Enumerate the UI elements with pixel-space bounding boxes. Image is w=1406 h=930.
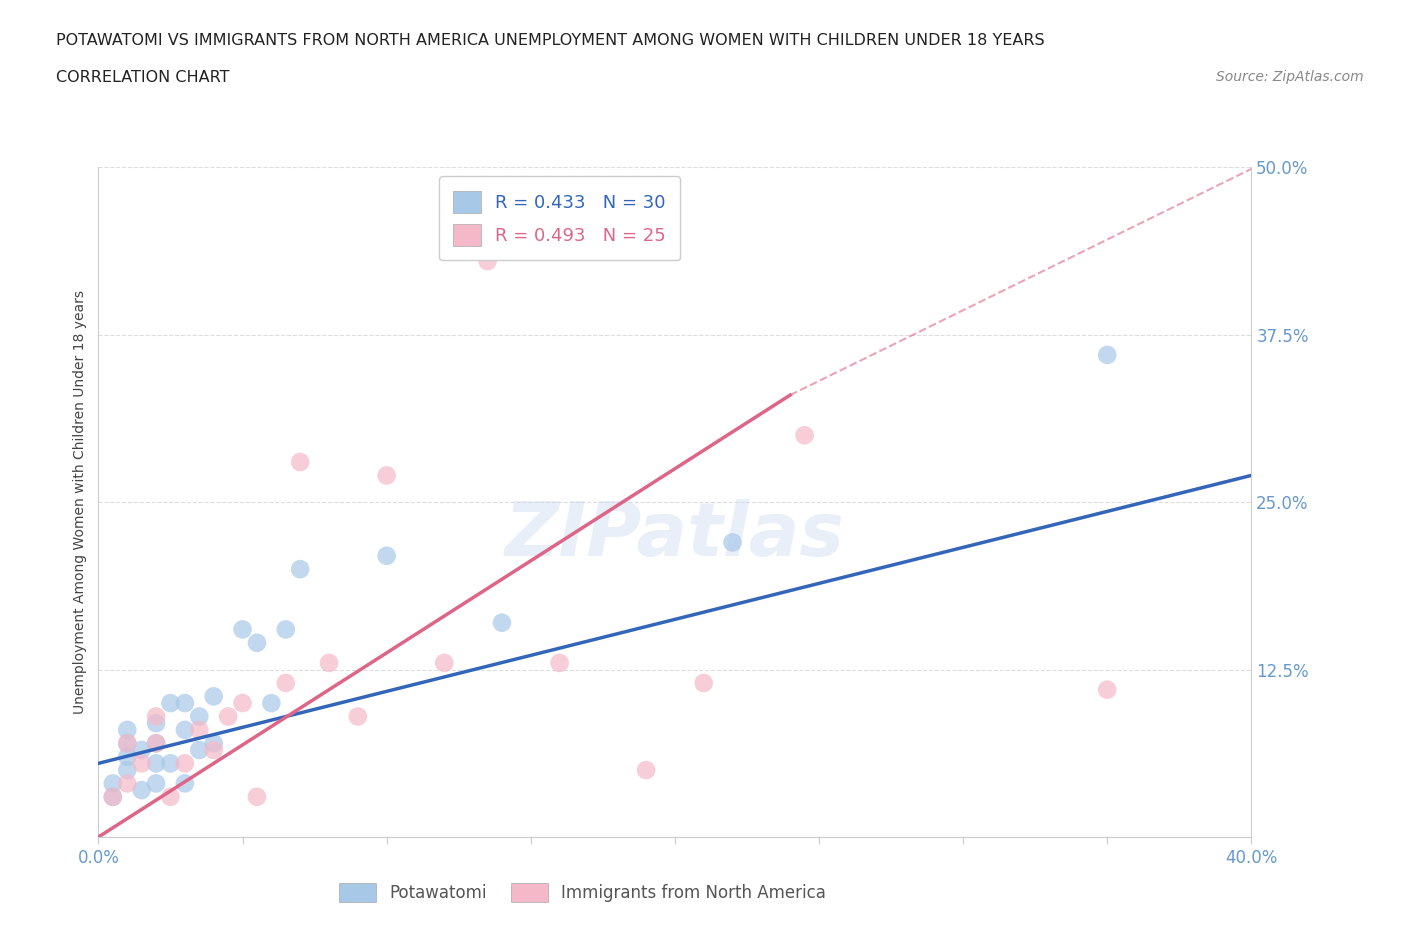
Point [159, 696, 181, 711]
Point [346, 709, 368, 724]
Text: POTAWATOMI VS IMMIGRANTS FROM NORTH AMERICA UNEMPLOYMENT AMONG WOMEN WITH CHILDR: POTAWATOMI VS IMMIGRANTS FROM NORTH AMER… [56, 33, 1045, 47]
Point [145, 736, 167, 751]
Point [145, 716, 167, 731]
Point [188, 723, 211, 737]
Text: Source: ZipAtlas.com: Source: ZipAtlas.com [1216, 70, 1364, 84]
Point [145, 709, 167, 724]
Point [188, 742, 211, 757]
Point [188, 709, 211, 724]
Point [101, 790, 124, 804]
Point [693, 675, 716, 690]
Point [491, 616, 513, 631]
Point [159, 756, 181, 771]
Point [217, 709, 239, 724]
Point [318, 656, 340, 671]
Point [721, 535, 744, 550]
Y-axis label: Unemployment Among Women with Children Under 18 years: Unemployment Among Women with Children U… [73, 290, 87, 714]
Point [433, 656, 456, 671]
Point [174, 723, 197, 737]
Point [131, 756, 153, 771]
Point [375, 468, 398, 483]
Point [145, 776, 167, 790]
Point [174, 696, 197, 711]
Point [246, 790, 269, 804]
Point [202, 736, 225, 751]
Point [290, 562, 312, 577]
Point [117, 750, 138, 764]
Legend: Potawatomi, Immigrants from North America: Potawatomi, Immigrants from North Americ… [332, 876, 832, 909]
Point [159, 790, 181, 804]
Point [1097, 348, 1119, 363]
Point [231, 622, 254, 637]
Point [260, 696, 283, 711]
Point [117, 776, 138, 790]
Point [548, 656, 571, 671]
Text: CORRELATION CHART: CORRELATION CHART [56, 70, 229, 85]
Point [202, 742, 225, 757]
Point [131, 783, 153, 798]
Point [117, 723, 138, 737]
Point [145, 756, 167, 771]
Point [174, 756, 197, 771]
Point [202, 689, 225, 704]
Text: ZIPatlas: ZIPatlas [505, 499, 845, 572]
Point [290, 455, 312, 470]
Point [131, 742, 153, 757]
Point [274, 622, 297, 637]
Point [117, 763, 138, 777]
Point [174, 776, 197, 790]
Point [117, 736, 138, 751]
Point [101, 776, 124, 790]
Point [117, 736, 138, 751]
Point [636, 763, 658, 777]
Point [145, 736, 167, 751]
Point [231, 696, 254, 711]
Point [101, 790, 124, 804]
Point [375, 549, 398, 564]
Point [246, 635, 269, 650]
Point [1097, 683, 1119, 698]
Point [793, 428, 815, 443]
Point [477, 254, 499, 269]
Point [274, 675, 297, 690]
